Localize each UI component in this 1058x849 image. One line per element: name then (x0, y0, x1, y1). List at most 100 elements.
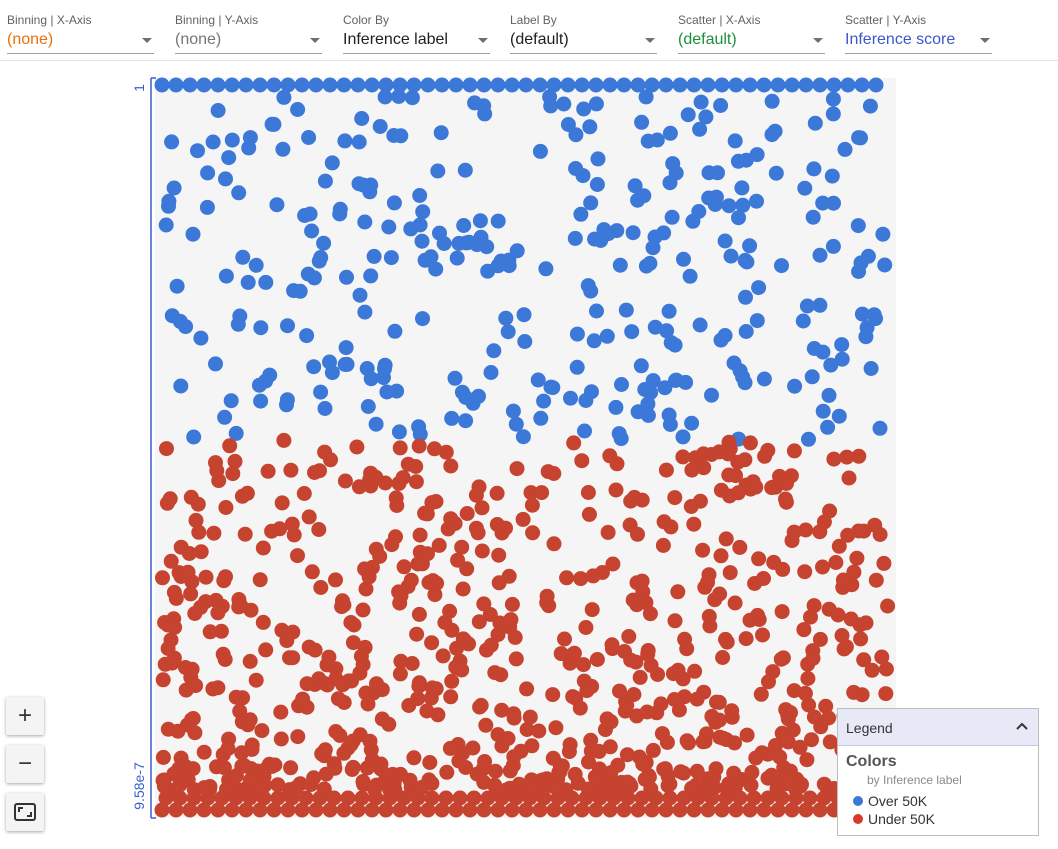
data-point (693, 94, 709, 110)
data-point (773, 651, 789, 667)
data-point (573, 571, 589, 587)
data-point (661, 303, 677, 319)
data-point (739, 727, 755, 743)
data-point (279, 397, 294, 413)
data-point (368, 416, 384, 432)
data-point (825, 106, 841, 122)
data-point (316, 235, 332, 251)
data-point (410, 691, 426, 707)
data-point (778, 491, 793, 507)
data-point (608, 482, 624, 498)
data-point (166, 180, 182, 196)
data-point (602, 448, 618, 464)
data-point (851, 264, 867, 279)
data-point (569, 326, 585, 342)
data-point (357, 214, 373, 230)
scatter-x-dropdown[interactable]: Scatter | X-Axis (default) (678, 0, 825, 58)
data-point (430, 707, 446, 723)
data-point (815, 195, 831, 211)
scatter-y-dropdown[interactable]: Scatter | Y-Axis Inference score (845, 0, 992, 58)
data-point (225, 466, 241, 482)
data-point (760, 790, 776, 806)
data-point (255, 540, 271, 556)
data-point (578, 620, 594, 635)
data-point (191, 524, 207, 540)
legend-header[interactable]: Legend (838, 709, 1038, 746)
data-point (392, 440, 408, 456)
data-point (216, 760, 232, 776)
data-point (721, 467, 737, 483)
data-point (186, 429, 202, 445)
data-point (728, 77, 744, 93)
data-point (658, 802, 674, 818)
data-point (238, 802, 254, 818)
data-point (269, 197, 285, 213)
data-point (159, 441, 174, 457)
data-point (218, 569, 233, 585)
data-point (700, 77, 716, 93)
binning-y-dropdown[interactable]: Binning | Y-Axis (none) (175, 0, 322, 58)
data-point (354, 111, 370, 126)
data-point (294, 802, 310, 818)
data-point (336, 802, 352, 818)
chevron-down-icon (980, 38, 990, 43)
data-point (227, 453, 243, 469)
data-point (589, 652, 605, 667)
data-point (822, 734, 838, 750)
data-point (280, 77, 296, 93)
data-point (786, 443, 802, 459)
data-point (154, 802, 170, 818)
data-point (675, 429, 691, 445)
zoom-out-button[interactable]: − (6, 745, 44, 783)
data-point (196, 77, 212, 93)
data-point (863, 361, 879, 376)
data-point (594, 565, 610, 580)
data-point (600, 524, 616, 540)
fit-to-screen-button[interactable] (6, 793, 44, 831)
data-point (414, 233, 430, 249)
fit-screen-icon (14, 803, 36, 821)
data-point (804, 732, 819, 748)
data-point (266, 77, 282, 93)
color-by-dropdown[interactable]: Color By Inference label (343, 0, 490, 58)
data-point (443, 458, 459, 474)
data-point (525, 525, 541, 541)
data-point (735, 197, 751, 213)
data-point (801, 697, 817, 713)
data-point (818, 698, 834, 714)
data-point (328, 724, 344, 739)
data-point (807, 115, 823, 131)
data-point (748, 750, 764, 766)
data-point (552, 763, 568, 779)
data-point (358, 685, 374, 701)
binning-x-dropdown[interactable]: Binning | X-Axis (none) (7, 0, 154, 58)
data-point (792, 739, 808, 755)
data-point (409, 626, 425, 642)
data-point (801, 431, 816, 447)
data-point (408, 459, 424, 474)
data-point (303, 777, 319, 792)
data-point (366, 248, 382, 264)
data-point (351, 176, 367, 192)
data-point (427, 441, 442, 457)
data-point (835, 572, 851, 588)
data-point (553, 646, 569, 662)
data-point (662, 776, 678, 792)
data-point (667, 337, 683, 353)
data-point (797, 564, 813, 580)
data-point (683, 499, 699, 514)
data-point (387, 323, 403, 339)
data-point (668, 165, 684, 181)
data-point (626, 687, 642, 702)
data-point (734, 180, 750, 196)
label-by-dropdown[interactable]: Label By (default) (510, 0, 657, 58)
data-point (243, 602, 259, 618)
data-point (539, 588, 555, 604)
data-point (569, 359, 585, 375)
zoom-in-button[interactable]: + (6, 697, 44, 735)
data-point (590, 151, 606, 167)
data-point (583, 283, 599, 299)
data-point (427, 587, 443, 603)
data-point (684, 415, 700, 431)
data-point (402, 772, 418, 788)
